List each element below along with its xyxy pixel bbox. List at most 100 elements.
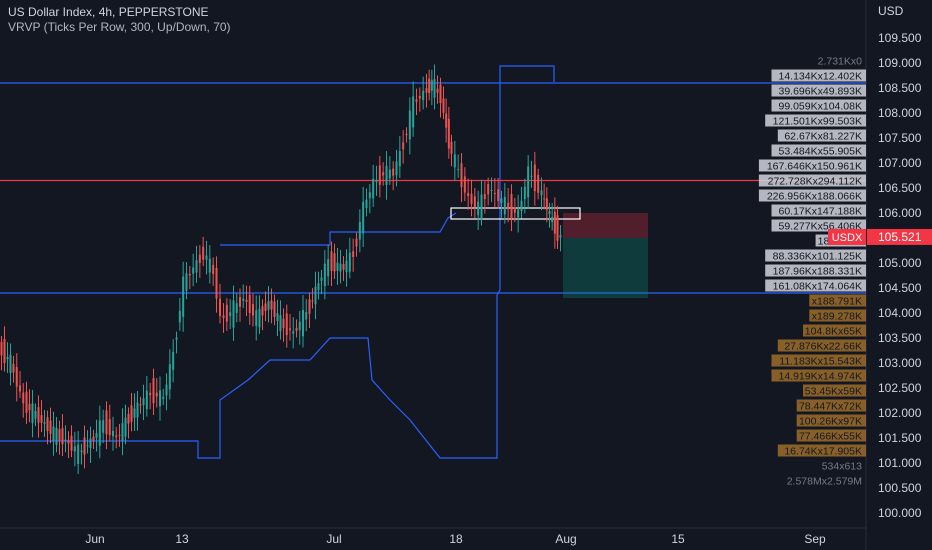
candle-body[interactable] xyxy=(503,196,506,215)
candle-body[interactable] xyxy=(83,437,86,455)
candle-body[interactable] xyxy=(445,113,448,128)
candle-body[interactable] xyxy=(202,246,205,260)
candle-body[interactable] xyxy=(457,169,460,171)
candle-body[interactable] xyxy=(182,276,185,317)
candle-body[interactable] xyxy=(145,390,148,410)
candle-body[interactable] xyxy=(559,235,562,238)
candle-body[interactable] xyxy=(127,413,130,424)
candle-body[interactable] xyxy=(178,310,181,323)
candle-body[interactable] xyxy=(49,420,52,434)
candle-body[interactable] xyxy=(314,286,317,305)
candle-body[interactable] xyxy=(52,426,55,441)
candle-body[interactable] xyxy=(415,99,418,102)
candle-body[interactable] xyxy=(188,274,191,276)
candle-body[interactable] xyxy=(149,392,152,396)
candle-body[interactable] xyxy=(355,238,358,247)
position-target-zone[interactable] xyxy=(563,238,648,298)
candle-body[interactable] xyxy=(235,303,238,313)
candle-body[interactable] xyxy=(9,354,12,374)
candle-body[interactable] xyxy=(302,310,304,337)
candle-body[interactable] xyxy=(168,364,171,390)
candle-body[interactable] xyxy=(31,403,34,424)
candle-body[interactable] xyxy=(112,430,114,437)
candle-body[interactable] xyxy=(215,267,218,299)
candle-body[interactable] xyxy=(61,428,64,445)
candle-body[interactable] xyxy=(77,444,80,464)
candle-body[interactable] xyxy=(463,176,466,193)
candle-body[interactable] xyxy=(388,169,391,179)
candle-body[interactable] xyxy=(22,392,25,404)
candle-body[interactable] xyxy=(19,385,21,392)
candle-body[interactable] xyxy=(405,133,408,136)
candle-body[interactable] xyxy=(439,84,442,103)
candle-body[interactable] xyxy=(292,331,295,334)
candle-body[interactable] xyxy=(327,259,330,277)
candle-body[interactable] xyxy=(175,337,178,340)
candle-body[interactable] xyxy=(490,190,493,192)
candle-body[interactable] xyxy=(375,180,378,183)
candle-body[interactable] xyxy=(159,390,161,407)
candle-body[interactable] xyxy=(308,299,311,314)
candle-body[interactable] xyxy=(467,192,470,197)
candle-body[interactable] xyxy=(121,423,124,442)
candle-body[interactable] xyxy=(273,301,276,317)
candle-body[interactable] xyxy=(345,260,348,273)
candle-body[interactable] xyxy=(368,192,371,199)
candle-body[interactable] xyxy=(102,420,105,433)
candle-body[interactable] xyxy=(298,321,301,331)
candle-body[interactable] xyxy=(507,202,510,210)
candle-body[interactable] xyxy=(348,252,351,272)
candle-body[interactable] xyxy=(108,419,111,436)
candle-body[interactable] xyxy=(412,96,415,128)
candle-body[interactable] xyxy=(418,96,421,99)
indicator-title[interactable]: VRVP (Ticks Per Row, 300, Up/Down, 70) xyxy=(8,20,231,34)
candle-body[interactable] xyxy=(392,168,395,176)
candle-body[interactable] xyxy=(142,398,145,406)
candle-body[interactable] xyxy=(517,209,520,218)
candle-body[interactable] xyxy=(436,88,439,93)
candle-body[interactable] xyxy=(64,439,67,442)
candle-body[interactable] xyxy=(477,201,480,216)
candle-body[interactable] xyxy=(352,251,355,258)
candle-body[interactable] xyxy=(513,207,516,213)
candle-body[interactable] xyxy=(460,163,463,188)
candle-body[interactable] xyxy=(282,318,285,329)
candle-body[interactable] xyxy=(133,408,136,418)
candle-body[interactable] xyxy=(330,251,333,272)
candle-body[interactable] xyxy=(317,283,320,291)
candle-body[interactable] xyxy=(548,211,551,214)
candle-body[interactable] xyxy=(342,264,345,270)
candle-body[interactable] xyxy=(311,300,314,302)
candle-body[interactable] xyxy=(232,300,235,328)
candle-body[interactable] xyxy=(139,404,142,406)
candle-body[interactable] xyxy=(372,178,375,199)
candle-body[interactable] xyxy=(80,450,83,453)
candle-body[interactable] xyxy=(520,200,523,212)
candle-body[interactable] xyxy=(493,193,496,195)
candle-body[interactable] xyxy=(0,342,3,356)
candle-body[interactable] xyxy=(239,297,241,307)
candle-body[interactable] xyxy=(40,415,43,423)
candle-body[interactable] xyxy=(537,174,540,193)
candle-body[interactable] xyxy=(124,417,127,437)
candle-body[interactable] xyxy=(422,90,425,101)
candle-body[interactable] xyxy=(480,194,483,220)
candle-body[interactable] xyxy=(551,216,554,222)
candle-body[interactable] xyxy=(382,172,385,176)
candle-body[interactable] xyxy=(483,194,486,200)
candle-body[interactable] xyxy=(58,429,61,441)
position-stop-zone[interactable] xyxy=(563,213,648,238)
candle-body[interactable] xyxy=(219,298,221,316)
candle-body[interactable] xyxy=(385,165,388,185)
candle-body[interactable] xyxy=(425,88,428,93)
candle-body[interactable] xyxy=(37,407,40,423)
candle-body[interactable] xyxy=(12,363,15,373)
symbol-title[interactable]: US Dollar Index, 4h, PEPPERSTONE xyxy=(8,5,209,19)
candle-body[interactable] xyxy=(192,267,195,274)
candle-body[interactable] xyxy=(3,339,6,364)
candle-body[interactable] xyxy=(15,367,18,387)
candle-body[interactable] xyxy=(28,403,31,411)
candle-body[interactable] xyxy=(362,201,365,234)
candle-body[interactable] xyxy=(530,175,533,177)
candle-body[interactable] xyxy=(487,184,490,195)
